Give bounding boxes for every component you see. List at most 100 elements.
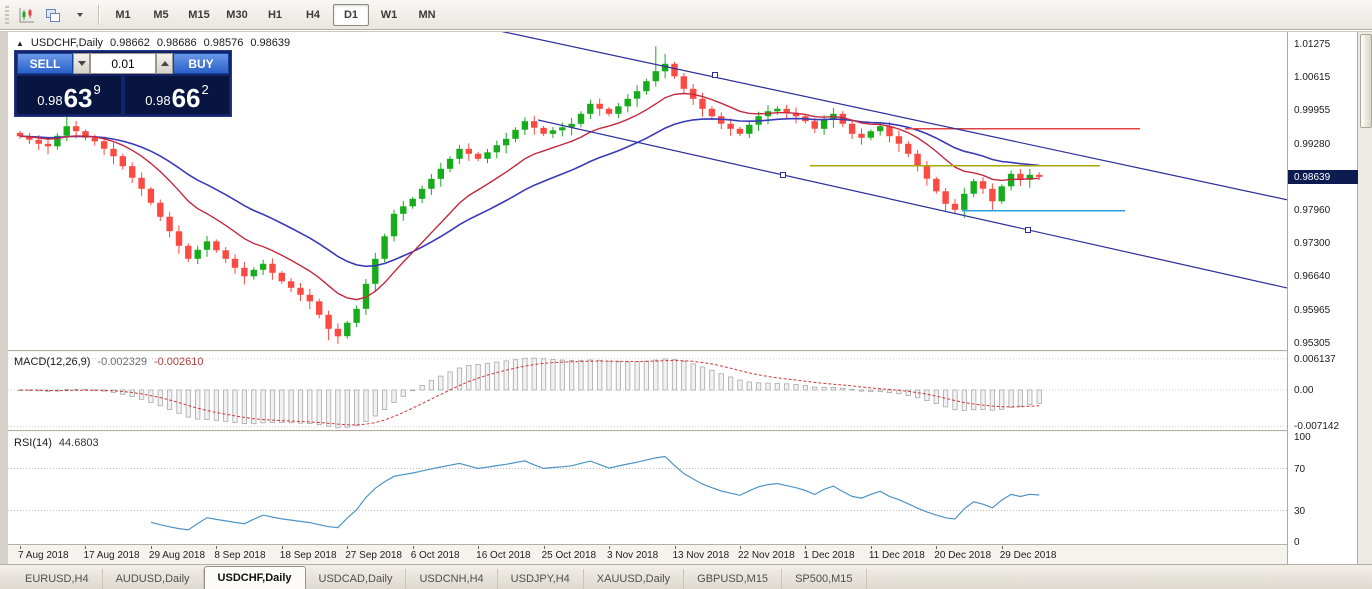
- rsi-label-row: RSI(14) 44.6803: [14, 437, 99, 449]
- chart-tab-xauusd[interactable]: XAUUSD,Daily: [584, 569, 685, 589]
- date-tick-mark: [150, 546, 152, 549]
- sell-button[interactable]: SELL: [17, 53, 73, 74]
- pane-separator[interactable]: [8, 430, 1357, 431]
- rsi-canvas[interactable]: [8, 432, 1287, 544]
- date-label: 20 Dec 2018: [934, 550, 992, 561]
- chart-tab-usdcad[interactable]: USDCAD,Daily: [306, 569, 407, 589]
- macd-pane[interactable]: [8, 352, 1287, 430]
- trendline-2[interactable]: [537, 119, 1287, 307]
- volume-decrease-button[interactable]: [73, 53, 90, 74]
- price-tick-label: 1.01275: [1294, 39, 1331, 50]
- timeframe-button-h1[interactable]: H1: [267, 8, 283, 21]
- chart-tab-gbpusd[interactable]: GBPUSD,M15: [684, 569, 783, 589]
- date-label: 6 Oct 2018: [410, 550, 460, 561]
- timeframe-button-w1[interactable]: W1: [380, 8, 398, 21]
- buy-price-pip: 2: [201, 82, 209, 97]
- chart-tab-usdcnh[interactable]: USDCNH,H4: [406, 569, 498, 589]
- one-click-toggle-icon[interactable]: ▲: [16, 38, 24, 48]
- chart-tab-sp500[interactable]: SP500,M15: [782, 569, 867, 589]
- rsi-tick-label: 30: [1294, 505, 1306, 517]
- price-tick-label: 0.95305: [1294, 337, 1331, 349]
- buy-button[interactable]: BUY: [173, 53, 229, 74]
- rsi-tick-label: 0: [1294, 537, 1300, 548]
- chart-icon[interactable]: [14, 3, 40, 27]
- date-label: 29 Aug 2018: [148, 550, 206, 561]
- chart-tab-eurusd[interactable]: EURUSD,H4: [12, 569, 103, 589]
- price-tick-label: 0.97300: [1294, 237, 1331, 249]
- timeframe-button-m30[interactable]: M30: [226, 8, 248, 21]
- date-tick-mark: [805, 546, 807, 549]
- ohlc-close: 0.98639: [250, 37, 291, 49]
- caret-down-glyph: [77, 12, 83, 17]
- price-tick-label: 0.95965: [1294, 304, 1331, 316]
- timeframe-button-m15[interactable]: M15: [188, 8, 210, 21]
- window-layout-icon-glyph: [46, 8, 60, 22]
- window-layout-icon[interactable]: [40, 3, 66, 27]
- timeframe-button-group: M1 M5 M15 M30 H1 H4 D1 W1 MN: [105, 3, 445, 26]
- macd-value-main: -0.002329: [97, 356, 147, 368]
- timeframe-button-h4[interactable]: H4: [305, 8, 321, 21]
- rsi-tick-label: 100: [1294, 432, 1311, 443]
- date-tick-mark: [85, 546, 87, 549]
- price-tick-label: 0.99280: [1294, 138, 1331, 150]
- price-tick-label: 0.97960: [1294, 204, 1331, 216]
- date-label: 17 Aug 2018: [83, 550, 140, 561]
- one-click-trade-panel: SELL BUY 0.98 63 9 0.98 66 2: [14, 50, 232, 117]
- macd-canvas[interactable]: [8, 352, 1287, 430]
- sell-price-prefix: 0.98: [37, 93, 63, 108]
- candles-series: [16, 46, 1043, 344]
- price-chart-canvas[interactable]: [8, 32, 1287, 350]
- date-label: 22 Nov 2018: [737, 550, 795, 561]
- date-label: 7 Aug 2018: [18, 550, 69, 561]
- chart-tab-audusd[interactable]: AUDUSD,Daily: [103, 569, 204, 589]
- scrollbar-thumb[interactable]: [1360, 34, 1372, 128]
- ohlc-high: 0.98686: [156, 37, 197, 49]
- price-tick-label: 0.96640: [1294, 270, 1331, 282]
- chart-tab-usdjpy[interactable]: USDJPY,H4: [498, 569, 584, 589]
- toolbar-grip[interactable]: [5, 5, 9, 24]
- date-label: 11 Dec 2018: [868, 550, 925, 561]
- rsi-pane[interactable]: [8, 432, 1287, 544]
- chart-icon-glyph: [19, 7, 34, 22]
- buy-price-display[interactable]: 0.98 66 2: [125, 76, 229, 114]
- trendline-handle[interactable]: [712, 72, 718, 78]
- date-label: 29 Dec 2018: [999, 550, 1057, 561]
- macd-tick-label: 0.006137: [1294, 353, 1336, 365]
- toolbar-edge: [0, 30, 1372, 32]
- trendline-1[interactable]: [495, 32, 1287, 218]
- symbol-label: USDCHF,Daily: [30, 37, 104, 49]
- rsi-value: 44.6803: [58, 437, 99, 449]
- dropdown-caret-icon[interactable]: [66, 3, 92, 27]
- buy-price-big: 66: [171, 83, 201, 113]
- timeframe-button-d1[interactable]: D1: [333, 3, 369, 26]
- price-axis[interactable]: 1.012751.006150.999550.992800.986200.979…: [1287, 32, 1358, 564]
- vertical-scrollbar[interactable]: [1357, 32, 1372, 564]
- current-price-badge: 0.98639: [1288, 170, 1358, 184]
- toolbar-separator: [98, 4, 99, 25]
- date-label: 13 Nov 2018: [672, 550, 730, 561]
- date-axis[interactable]: 7 Aug 2018 17 Aug 2018 29 Aug 2018 8 Sep 20…: [8, 546, 1287, 564]
- trendline-handle[interactable]: [1025, 227, 1031, 233]
- pane-separator[interactable]: [8, 350, 1357, 351]
- timeframe-button-m1[interactable]: M1: [115, 8, 131, 21]
- date-tick-mark: [412, 546, 414, 549]
- trendline-handle[interactable]: [780, 172, 786, 178]
- sell-price-big: 63: [63, 83, 93, 113]
- ma-fast-line: [19, 92, 1040, 301]
- volume-increase-button[interactable]: [156, 53, 173, 74]
- buy-price-prefix: 0.98: [145, 93, 171, 108]
- sell-price-display[interactable]: 0.98 63 9: [17, 76, 121, 114]
- rsi-label: RSI(14): [14, 437, 52, 449]
- pane-separator[interactable]: [8, 544, 1357, 545]
- chart-tab-usdchf[interactable]: USDCHF,Daily: [203, 566, 306, 589]
- up-arrow-icon: [160, 61, 169, 66]
- date-tick-mark: [20, 546, 21, 549]
- rsi-tick-label: 70: [1294, 463, 1306, 475]
- timeframe-button-m5[interactable]: M5: [153, 8, 169, 21]
- date-label: 25 Oct 2018: [541, 550, 597, 561]
- volume-input[interactable]: [90, 53, 156, 74]
- date-label: 16 Oct 2018: [476, 550, 531, 561]
- timeframe-button-mn[interactable]: MN: [418, 8, 436, 21]
- macd-tick-label: -0.007142: [1294, 421, 1340, 433]
- date-tick-mark: [281, 546, 283, 549]
